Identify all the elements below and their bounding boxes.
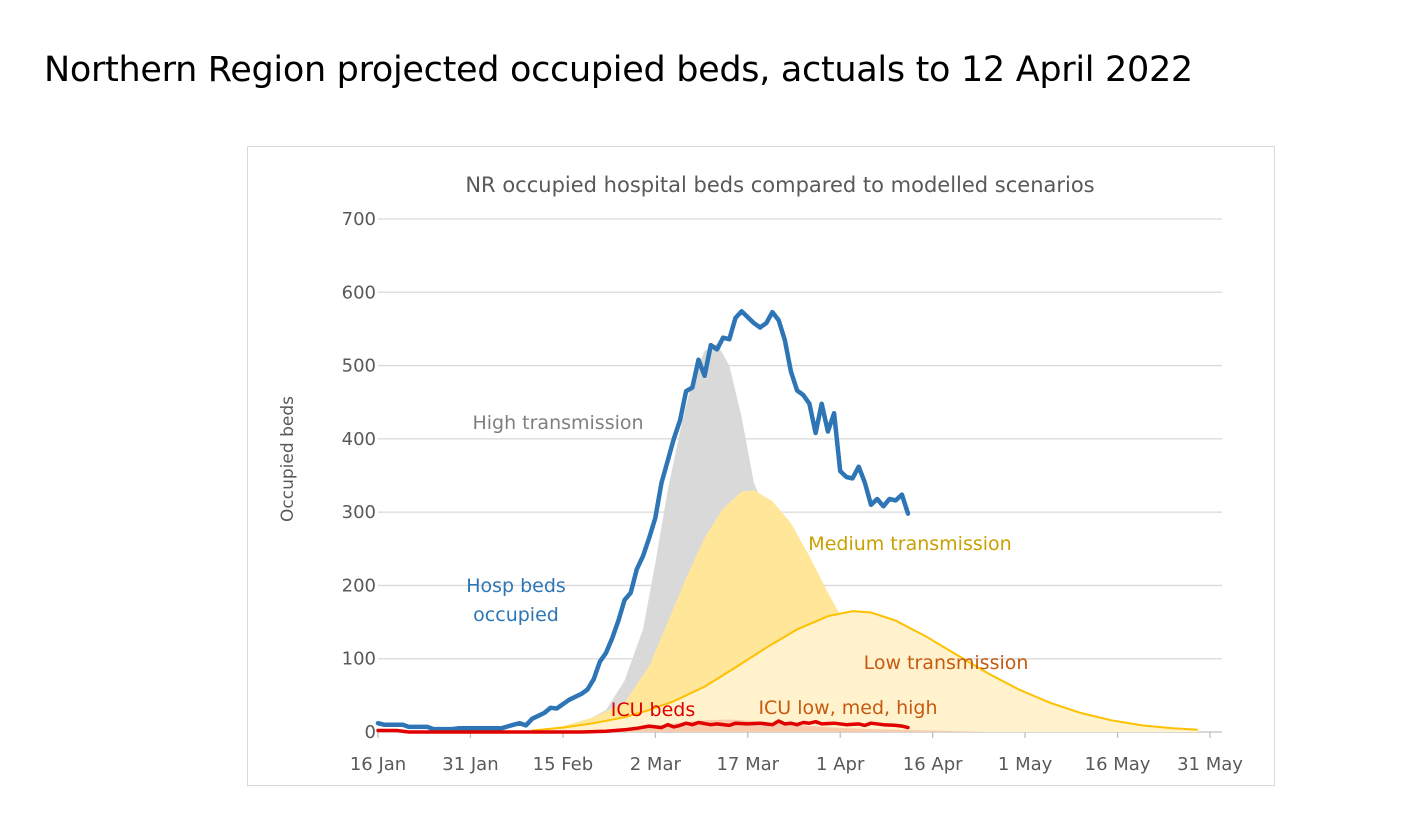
chart-frame: NR occupied hospital beds compared to mo… (247, 146, 1275, 786)
annotation-occupied: occupied (473, 604, 559, 626)
annotations: High transmission Medium transmission Low … (466, 412, 1028, 721)
y-tick-label: 100 (342, 649, 376, 670)
x-tick-label: 16 May (1085, 754, 1151, 775)
y-tick-label: 600 (342, 282, 376, 303)
chart-title: NR occupied hospital beds compared to mo… (465, 173, 1094, 197)
x-tick-label: 2 Mar (630, 754, 682, 775)
x-tick-label: 17 Mar (716, 754, 779, 775)
slide-title: Northern Region projected occupied beds,… (44, 50, 1193, 90)
low-transmission-outline (532, 610, 1198, 732)
annotation-icu-low-med-high: ICU low, med, high (758, 697, 937, 719)
hosp-beds-occupied-line (375, 309, 911, 732)
medium-transmission-area (532, 490, 989, 732)
y-tick-label: 0 (365, 722, 376, 743)
annotation-icu-beds: ICU beds (611, 699, 696, 721)
icu-beds-line (376, 719, 910, 734)
x-tick-label: 16 Apr (903, 754, 963, 775)
series-layer (375, 309, 1198, 734)
annotation-high-transmission: High transmission (472, 412, 643, 434)
x-tick-label: 16 Jan (350, 754, 406, 775)
low-transmission-area (532, 611, 1198, 732)
occupied-beds-chart: NR occupied hospital beds compared to mo… (278, 173, 1243, 775)
annotation-medium-transmission: Medium transmission (808, 533, 1011, 555)
x-axis-ticks: 16 Jan 31 Jan 15 Feb 2 Mar 17 Mar 1 Apr 16 Apr… (350, 732, 1243, 775)
x-tick-label: 31 May (1177, 754, 1243, 775)
x-tick-label: 15 Feb (533, 754, 594, 775)
y-tick-label: 700 (342, 209, 376, 230)
y-tick-label: 200 (342, 575, 376, 596)
y-tick-label: 400 (342, 429, 376, 450)
annotation-hosp-beds: Hosp beds (466, 575, 566, 597)
y-axis-ticks: 0 100 200 300 400 500 600 700 (342, 209, 376, 743)
y-tick-label: 300 (342, 502, 376, 523)
y-tick-label: 500 (342, 356, 376, 377)
x-tick-label: 1 May (998, 754, 1053, 775)
y-axis-label: Occupied beds (278, 396, 298, 522)
annotation-low-transmission: Low transmission (864, 652, 1029, 674)
x-tick-label: 31 Jan (442, 754, 498, 775)
x-tick-label: 1 Apr (816, 754, 865, 775)
